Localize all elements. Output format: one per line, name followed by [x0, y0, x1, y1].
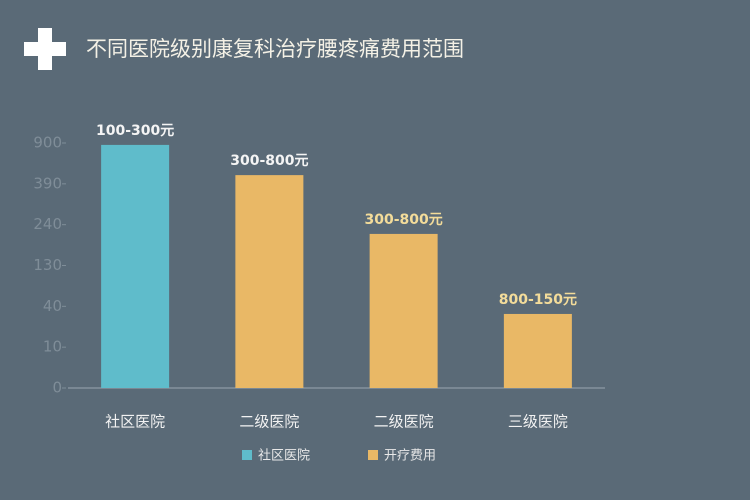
x-tick-label: 二级医院 — [374, 413, 434, 431]
chart-title: 不同医院级别康复科治疗腰疼痛费用范围 — [86, 37, 464, 61]
y-tick-label: 390 — [33, 174, 62, 192]
y-tick-label: 900 — [33, 134, 62, 152]
y-tick-label: 0 — [52, 379, 62, 397]
bar — [503, 313, 572, 388]
legend-swatch — [368, 450, 378, 460]
value-label: 100-300元 — [96, 123, 174, 139]
y-tick-label: 240 — [33, 215, 62, 233]
x-tick-label: 二级医院 — [239, 413, 299, 431]
bar — [101, 144, 170, 388]
legend-label: 社区医院 — [258, 448, 310, 464]
x-tick-label: 三级医院 — [508, 413, 568, 431]
value-label: 300-800元 — [364, 212, 442, 228]
legend-label: 开疗费用 — [384, 449, 436, 464]
y-tick-label: 10 — [43, 338, 62, 356]
value-label: 300-800元 — [230, 153, 308, 169]
value-label: 800-150元 — [499, 292, 577, 308]
bar — [235, 175, 304, 388]
legend-swatch — [242, 450, 252, 460]
bar — [369, 233, 438, 388]
cross-icon — [24, 28, 66, 70]
x-tick-label: 社区医院 — [105, 413, 165, 431]
y-tick-label: 130 — [33, 256, 62, 274]
y-tick-label: 40 — [43, 297, 62, 315]
